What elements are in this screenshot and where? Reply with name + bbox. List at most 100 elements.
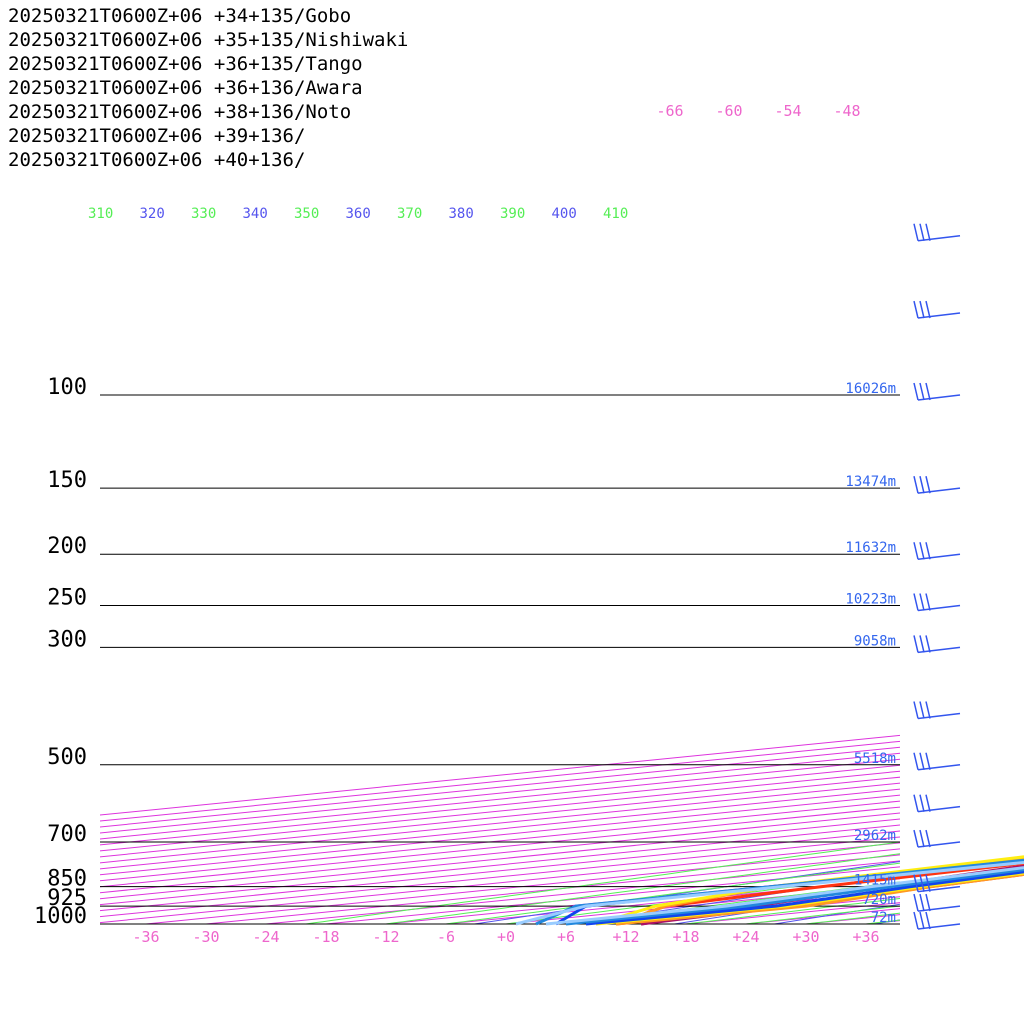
wind-barb bbox=[913, 893, 961, 912]
height-labels: 16026m 13474m 11632m 10223m 9058m 5518m 2962m 1… bbox=[845, 381, 896, 926]
theta-labels: 310 320 330 340 350 360 370 380 390 400 410 bbox=[88, 206, 628, 222]
sounding-profiles bbox=[515, 855, 1024, 926]
isotherm-line bbox=[100, 764, 900, 846]
wind-barb-feather bbox=[919, 300, 925, 319]
wind-barb-shaft bbox=[917, 905, 961, 912]
wind-barb-shaft bbox=[917, 805, 961, 813]
wind-barb bbox=[913, 382, 961, 401]
wind-barb bbox=[913, 829, 961, 848]
wind-barb-shaft bbox=[917, 712, 961, 720]
wind-barb-feather bbox=[913, 911, 919, 930]
wind-barb-feather bbox=[925, 829, 931, 848]
temperature-tick-label: +12 bbox=[612, 928, 639, 946]
wind-barb-feather bbox=[913, 874, 919, 892]
temperature-axis: -36 -30 -24 -18 -12 -6 +0 +6 +12 +18 +24 +30 +36 bbox=[132, 928, 879, 946]
legend-entry-tango: 20250321T0600Z+06 +36+135/Tango bbox=[8, 53, 363, 75]
wind-barb-feather bbox=[925, 893, 931, 912]
pressure-label: 850 bbox=[47, 867, 87, 892]
wind-barb-feather bbox=[919, 752, 925, 770]
pressure-label: 1000 bbox=[34, 904, 87, 929]
station-profile-5 bbox=[535, 858, 1024, 926]
wind-barb-feather bbox=[919, 382, 925, 401]
temperature-tick-label: +36 bbox=[852, 928, 879, 946]
temperature-tick-label: -30 bbox=[192, 928, 219, 946]
height-label: 5518m bbox=[854, 751, 896, 767]
wind-barb-shaft bbox=[917, 312, 961, 319]
wind-barb bbox=[913, 475, 961, 494]
station-profile-1 bbox=[615, 861, 1024, 926]
legend-entry-gobo: 20250321T0600Z+06 +34+135/Gobo bbox=[8, 5, 352, 27]
dry-adiabat-line bbox=[874, 919, 900, 924]
dewpoint-line bbox=[515, 860, 1024, 926]
isotherm-label: -60 bbox=[715, 102, 742, 120]
isotherm-labels-aloft: -66 -60 -54 -48 bbox=[656, 102, 860, 120]
theta-label: 370 bbox=[397, 206, 422, 222]
wind-barb-shaft bbox=[917, 923, 961, 930]
wind-barb-feather bbox=[913, 475, 919, 494]
isotherm-line bbox=[100, 788, 900, 870]
pressure-label: 300 bbox=[47, 627, 87, 652]
wind-barb-feather bbox=[925, 752, 931, 770]
wind-barb-feather bbox=[913, 829, 919, 848]
wind-barb-feather bbox=[919, 911, 925, 930]
temperature-tick-label: +0 bbox=[497, 928, 515, 946]
height-label: 720m bbox=[862, 892, 896, 908]
wind-barb-feather bbox=[919, 223, 925, 241]
wind-barb-feather bbox=[919, 874, 925, 892]
isotherm-line bbox=[100, 776, 900, 858]
temperature-tick-label: -36 bbox=[132, 928, 159, 946]
wind-barb bbox=[913, 701, 961, 720]
moist-adiabat-line bbox=[385, 853, 900, 924]
wind-barb-shaft bbox=[917, 885, 961, 893]
wind-barb-shaft bbox=[917, 487, 961, 494]
temperature-tick-label: +18 bbox=[672, 928, 699, 946]
dry-adiabat-line bbox=[975, 212, 1024, 924]
height-label: 1415m bbox=[854, 873, 896, 889]
isotherm-line bbox=[926, 184, 1024, 924]
wind-barb bbox=[913, 542, 961, 560]
isotherm-line bbox=[100, 734, 900, 816]
temperature-tick-label: -24 bbox=[252, 928, 279, 946]
wind-barbs bbox=[913, 223, 961, 930]
isotherm-label: -54 bbox=[774, 102, 801, 120]
pressure-label: 200 bbox=[47, 534, 87, 559]
legend-entry-noto: 20250321T0600Z+06 +38+136/Noto bbox=[8, 101, 352, 123]
wind-barb-feather bbox=[913, 300, 919, 319]
wind-barb-shaft bbox=[917, 604, 961, 612]
wind-barb-feather bbox=[925, 635, 931, 653]
theta-label: 340 bbox=[243, 206, 268, 222]
wind-barb-feather bbox=[925, 794, 931, 812]
station-profile-6 bbox=[515, 860, 1024, 926]
legend-entry-nishiwaki: 20250321T0600Z+06 +35+135/Nishiwaki bbox=[8, 29, 409, 51]
height-label: 72m bbox=[871, 910, 896, 926]
temperature-tick-label: -6 bbox=[437, 928, 455, 946]
isotherm-line bbox=[100, 740, 900, 822]
temperature-line bbox=[545, 866, 1024, 926]
wind-barb-feather bbox=[925, 475, 931, 494]
dewpoint-line bbox=[615, 861, 1024, 926]
theta-label: 360 bbox=[346, 206, 371, 222]
moist-adiabat-line bbox=[305, 841, 900, 924]
wind-barb bbox=[913, 223, 961, 242]
wind-barb-shaft bbox=[917, 553, 961, 560]
isotherm-line bbox=[100, 746, 900, 828]
wind-barb-feather bbox=[919, 794, 925, 812]
theta-label: 400 bbox=[552, 206, 577, 222]
legend-entry-39-136: 20250321T0600Z+06 +39+136/ bbox=[8, 125, 306, 147]
wind-barb-feather bbox=[913, 593, 919, 611]
pressure-label: 250 bbox=[47, 586, 87, 611]
station-profile-3 bbox=[595, 855, 1024, 926]
isotherm-line bbox=[100, 770, 900, 852]
moist-adiabat-line bbox=[505, 872, 900, 924]
isotherm-line bbox=[100, 752, 900, 834]
wind-barb-feather bbox=[913, 752, 919, 770]
wind-barb bbox=[913, 874, 961, 893]
wind-barb-feather bbox=[919, 701, 925, 719]
wind-barb bbox=[913, 752, 961, 771]
wind-barb bbox=[913, 911, 961, 930]
pressure-label: 925 bbox=[47, 886, 87, 911]
wind-barb-feather bbox=[919, 542, 925, 560]
temperature-tick-label: +30 bbox=[792, 928, 819, 946]
